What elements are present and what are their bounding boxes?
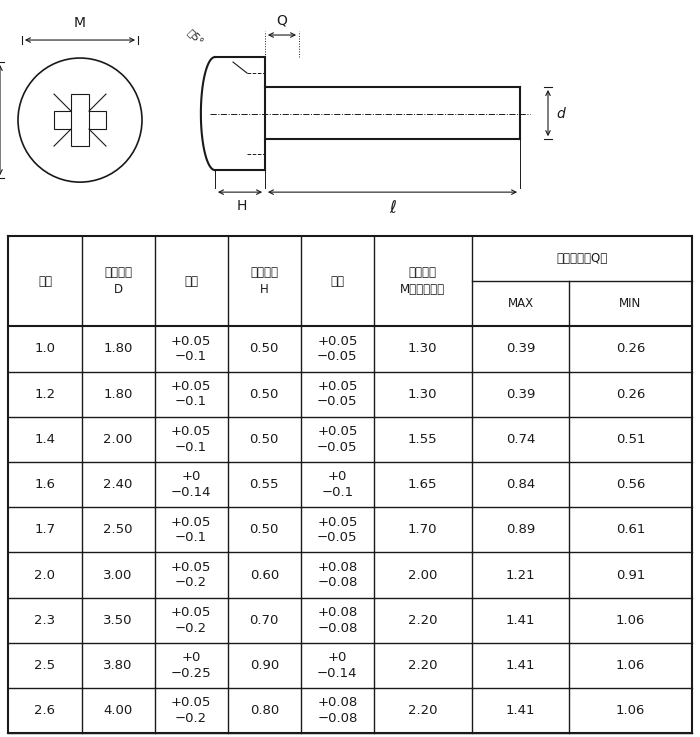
Text: 1.41: 1.41 [505,704,536,717]
Text: +0.05
−0.05: +0.05 −0.05 [317,425,358,453]
Text: 1.30: 1.30 [408,343,438,355]
Text: 1.4: 1.4 [34,433,55,446]
Text: 0.51: 0.51 [616,433,645,446]
Text: 1.80: 1.80 [104,388,133,401]
Text: 0.84: 0.84 [506,478,535,491]
Text: 0.61: 0.61 [616,523,645,537]
Text: MIN: MIN [620,297,642,310]
Text: +0.05
−0.1: +0.05 −0.1 [171,425,211,453]
Text: 0.39: 0.39 [506,388,535,401]
Text: 2.6: 2.6 [34,704,55,717]
Text: 1.70: 1.70 [408,523,438,537]
Bar [54,111,106,129]
Text: 1.06: 1.06 [616,614,645,626]
Text: 1.65: 1.65 [408,478,438,491]
Text: 1.7: 1.7 [34,523,55,537]
Text: 1.2: 1.2 [34,388,55,401]
Text: 2.20: 2.20 [408,659,438,672]
Text: 1.06: 1.06 [616,704,645,717]
Text: 0.50: 0.50 [250,433,279,446]
Text: 0.89: 0.89 [506,523,535,537]
Text: 0.26: 0.26 [616,388,645,401]
Bar [71,94,89,146]
Text: 0.55: 0.55 [249,478,279,491]
Text: +0
−0.1: +0 −0.1 [321,470,354,499]
Text: Q: Q [276,13,288,27]
Text: 1.0: 1.0 [34,343,55,355]
Text: 4.00: 4.00 [104,704,133,717]
Text: 2.0: 2.0 [34,568,55,581]
Text: +0.05
−0.1: +0.05 −0.1 [171,516,211,544]
Text: 十字穴深さQ寸: 十字穴深さQ寸 [556,252,607,265]
Text: 1.80: 1.80 [104,343,133,355]
Text: 1.6: 1.6 [34,478,55,491]
Text: +0.05
−0.1: +0.05 −0.1 [171,380,211,408]
Text: 3.00: 3.00 [104,568,133,581]
Text: +0.08
−0.08: +0.08 −0.08 [317,561,358,590]
Text: 3.80: 3.80 [104,659,133,672]
Text: 0.50: 0.50 [250,523,279,537]
Text: 1.55: 1.55 [408,433,438,446]
Text: 約5°: 約5° [185,27,205,47]
Text: 0.74: 0.74 [506,433,535,446]
Text: 0.50: 0.50 [250,343,279,355]
Text: +0.05
−0.05: +0.05 −0.05 [317,516,358,544]
Text: 2.5: 2.5 [34,659,55,672]
Text: 十字穴幅
M寸　参考値: 十字穴幅 M寸 参考値 [400,266,445,296]
Text: +0.05
−0.2: +0.05 −0.2 [171,606,211,635]
Text: H: H [237,199,247,213]
Text: 2.50: 2.50 [104,523,133,537]
Text: 2.3: 2.3 [34,614,55,626]
Text: +0
−0.14: +0 −0.14 [171,470,211,499]
Text: 2.20: 2.20 [408,704,438,717]
Text: 0.39: 0.39 [506,343,535,355]
Text: 0.26: 0.26 [616,343,645,355]
Text: 1.41: 1.41 [505,659,536,672]
Text: M: M [74,16,86,30]
Text: 2.40: 2.40 [104,478,133,491]
Text: MAX: MAX [508,297,533,310]
Text: 0.60: 0.60 [250,568,279,581]
Text: 頭部高さ
H: 頭部高さ H [251,266,279,296]
Text: 1.21: 1.21 [505,568,536,581]
Text: 0.80: 0.80 [250,704,279,717]
Text: +0.05
−0.05: +0.05 −0.05 [317,380,358,408]
Text: 2.20: 2.20 [408,614,438,626]
Text: +0.08
−0.08: +0.08 −0.08 [317,606,358,635]
Text: +0.05
−0.2: +0.05 −0.2 [171,561,211,590]
Text: +0.08
−0.08: +0.08 −0.08 [317,696,358,725]
Text: 3.50: 3.50 [104,614,133,626]
Text: +0.05
−0.05: +0.05 −0.05 [317,335,358,363]
Text: +0.05
−0.2: +0.05 −0.2 [171,696,211,725]
Text: 0.50: 0.50 [250,388,279,401]
Text: 1.06: 1.06 [616,659,645,672]
Text: +0
−0.14: +0 −0.14 [317,652,358,680]
Text: ℓ: ℓ [389,199,396,217]
Text: 頭部外径
D: 頭部外径 D [104,266,132,296]
Text: +0.05
−0.1: +0.05 −0.1 [171,335,211,363]
Text: 公差: 公差 [330,275,344,287]
Text: +0
−0.25: +0 −0.25 [171,652,211,680]
Text: 0.56: 0.56 [616,478,645,491]
Text: 0.90: 0.90 [250,659,279,672]
Text: 1.41: 1.41 [505,614,536,626]
Text: 0.91: 0.91 [616,568,645,581]
Text: 2.00: 2.00 [408,568,438,581]
Text: 外径: 外径 [38,275,52,287]
Text: 1.30: 1.30 [408,388,438,401]
Text: 2.00: 2.00 [104,433,133,446]
Text: 0.70: 0.70 [250,614,279,626]
Text: 公差: 公差 [184,275,198,287]
Text: d: d [556,107,565,121]
